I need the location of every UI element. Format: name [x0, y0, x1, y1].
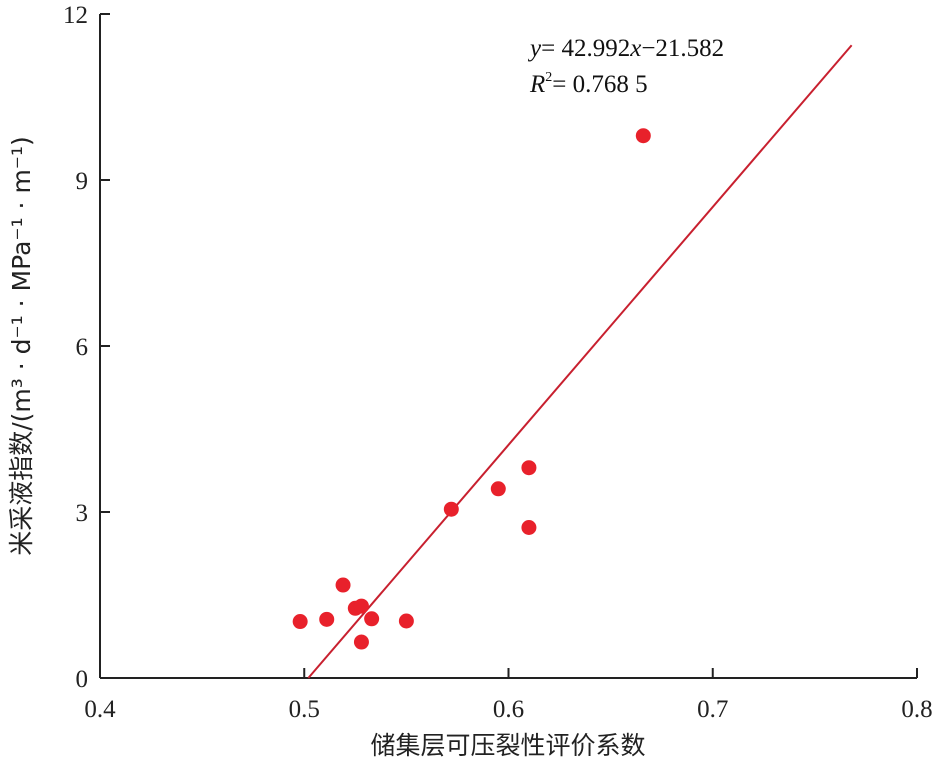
x-tick-label: 0.8 [901, 696, 932, 723]
y-tick-label: 3 [76, 500, 89, 527]
data-point [398, 613, 414, 629]
r-squared-exp: 2 [545, 70, 552, 85]
r-squared-value: = 0.768 5 [552, 71, 647, 98]
data-point [319, 611, 335, 627]
r-squared: R2= 0.768 5 [529, 70, 648, 98]
trendline-group [307, 44, 853, 679]
y-tick-label: 6 [76, 334, 89, 361]
regression-equation: y= 42.992x−21.582 [527, 35, 724, 62]
data-point [521, 519, 537, 535]
x-tick-label: 0.7 [697, 696, 728, 723]
r-squared-r: R [529, 71, 545, 98]
y-tick-label: 12 [63, 2, 88, 29]
y-ticks: 0 3 6 9 12 [63, 2, 110, 693]
equation-y: y [527, 35, 542, 62]
data-point [443, 501, 459, 517]
data-point [353, 634, 369, 650]
y-axis-title: 米采液指数/(m³ · d⁻¹ · MPa⁻¹ · m⁻¹) [7, 136, 36, 556]
data-point [353, 598, 369, 614]
equation-x: x [629, 35, 641, 62]
x-ticks: 0.4 0.5 0.6 0.7 0.8 [84, 668, 933, 723]
data-points [292, 128, 651, 650]
x-tick-label: 0.5 [289, 696, 320, 723]
x-tick-label: 0.6 [493, 696, 524, 723]
data-point [521, 460, 537, 476]
equation-intercept: −21.582 [641, 35, 724, 62]
data-point [364, 611, 380, 627]
x-axis-title: 储集层可压裂性评价系数 [370, 731, 645, 760]
data-point [335, 577, 351, 593]
equation-coef: = 42.992 [541, 35, 630, 62]
data-point [292, 614, 308, 630]
trendline [307, 44, 853, 679]
data-point [635, 128, 651, 144]
plot-area [99, 14, 917, 679]
data-point [490, 481, 506, 497]
y-tick-label: 9 [76, 168, 89, 195]
x-tick-label: 0.4 [84, 696, 116, 723]
y-tick-label: 0 [76, 666, 89, 693]
